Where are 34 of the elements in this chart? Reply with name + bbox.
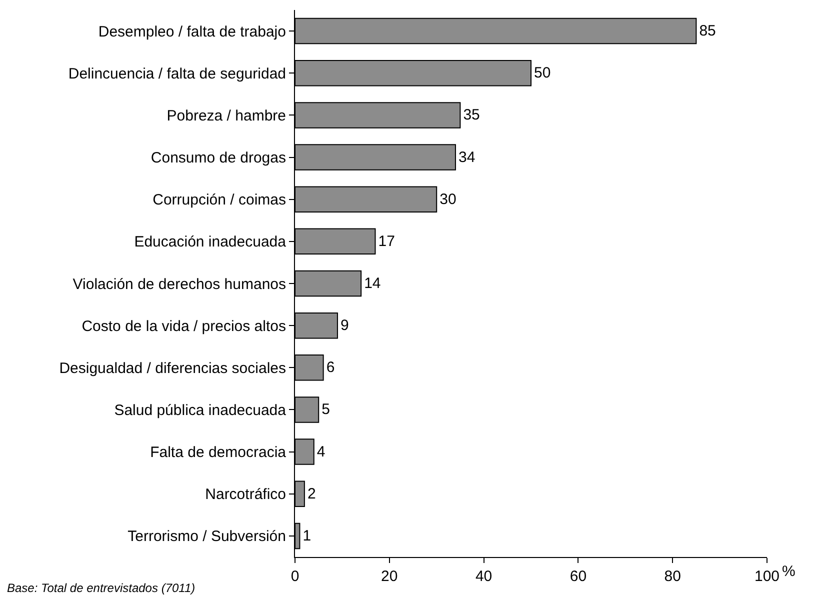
x-tick-label: 20 xyxy=(381,568,398,585)
y-tick-label: Delincuencia / falta de seguridad xyxy=(68,65,286,82)
data-label: 50 xyxy=(534,64,551,82)
y-tick-label: Violación de derechos humanos xyxy=(72,276,286,293)
y-tick-label: Salud pública inadecuada xyxy=(114,402,287,419)
y-tick-label: Educación inadecuada xyxy=(134,234,287,251)
data-label: 9 xyxy=(340,317,349,334)
text: Base: Total de entrevistados (7011) xyxy=(7,581,196,595)
data-label: 35 xyxy=(463,106,480,124)
x-tick-label: 40 xyxy=(475,568,492,585)
data-label: 85 xyxy=(699,22,716,40)
x-tick-label: 60 xyxy=(570,568,587,585)
y-tick-label: Desempleo / falta de trabajo xyxy=(98,23,286,40)
y-tick-label: Costo de la vida / precios altos xyxy=(82,318,286,335)
x-axis-title: % xyxy=(782,563,796,580)
y-tick-label: Narcotráfico xyxy=(205,486,286,504)
data-label: 1 xyxy=(302,527,312,544)
data-label: 30 xyxy=(440,190,456,208)
data-label: 17 xyxy=(378,232,395,250)
x-tick-label: 0 xyxy=(290,568,300,585)
y-tick-label: Corrupción / coimas xyxy=(152,192,286,209)
data-label: 6 xyxy=(326,359,335,376)
y-tick-label: Consumo de drogas xyxy=(150,150,286,167)
data-label: 2 xyxy=(307,485,316,502)
data-label: 14 xyxy=(364,275,381,292)
x-tick-label: 100 xyxy=(754,568,780,585)
y-tick-label: Falta de democracia xyxy=(150,444,287,462)
y-tick-label: Desigualdad / diferencias sociales xyxy=(59,360,286,377)
data-label: 34 xyxy=(458,148,476,166)
data-label: 5 xyxy=(322,401,330,418)
y-tick-label: Terrorismo / Subversión xyxy=(128,528,286,546)
y-tick-label: Pobreza / hambre xyxy=(166,107,286,124)
x-tick-label: 80 xyxy=(664,568,681,585)
data-label: 4 xyxy=(316,443,326,460)
